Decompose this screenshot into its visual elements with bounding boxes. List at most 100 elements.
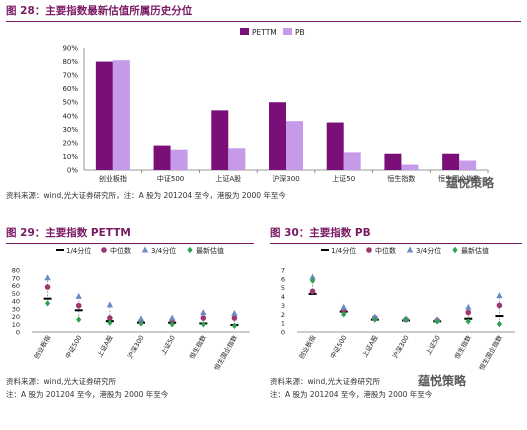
pb-point-1-5 — [465, 309, 472, 316]
legend-marker-2 — [141, 246, 149, 253]
fig29-title: 图 29：主要指数 PETTM — [6, 227, 131, 239]
x-tick-label: 上证50 — [332, 174, 355, 183]
x-tick-label: 创业板指 — [99, 174, 127, 183]
y-tick-label: 6 — [281, 275, 285, 283]
pettm-point-1-5 — [200, 315, 207, 321]
legend-marker-1 — [101, 247, 107, 253]
watermark-1: 蕴悦策略 — [446, 176, 495, 190]
fig28-source: 资料来源：wind,光大证券研究所，注：A 股为 201204 至今，港股为 2… — [6, 191, 286, 200]
legend-label-1: 中位数 — [375, 246, 396, 255]
pettm-point-1-6 — [231, 315, 238, 321]
x-tick-label: 上证A股 — [360, 333, 380, 359]
pettm-point-1-0 — [44, 284, 51, 290]
y-tick-label: 20 — [12, 313, 20, 321]
x-tick-label: 恒生国企指数 — [438, 174, 480, 183]
pb-point-3-1 — [341, 311, 347, 318]
pb-point-3-5 — [465, 318, 471, 325]
legend-label-0: 1/4分位 — [331, 246, 356, 255]
y-tick-label: 80 — [12, 267, 20, 275]
y-tick-label: 2 — [281, 311, 285, 319]
legend-marker-3 — [187, 246, 193, 254]
x-tick-label: 沪深300 — [272, 174, 299, 183]
y-tick-label: 5 — [281, 284, 285, 292]
bar-pettm-2 — [211, 110, 229, 170]
bar-pb-2 — [228, 148, 246, 170]
pb-point-0-6 — [495, 315, 504, 318]
pb-point-2-6 — [496, 292, 503, 299]
bar-pettm-6 — [442, 153, 460, 170]
legend-label-0: 1/4分位 — [66, 246, 91, 255]
pettm-point-2-3 — [137, 315, 145, 322]
x-tick-label: 上证A股 — [215, 174, 241, 183]
y-tick-label: 10% — [62, 153, 78, 161]
y-tick-label: 0 — [16, 329, 20, 337]
legend-marker-0 — [56, 249, 64, 251]
legend-label-1: 中位数 — [110, 246, 131, 255]
pettm-point-3-3 — [138, 320, 144, 327]
pb-point-2-0 — [309, 273, 316, 280]
legend-label-3: 最新估值 — [196, 246, 224, 255]
fig28-title: 图 28：主要指数最新估值所属历史分位 — [6, 5, 193, 17]
pettm-point-2-2 — [106, 301, 114, 308]
pettm-point-2-6 — [231, 309, 238, 316]
x-tick-label: 恒生国企指数 — [477, 333, 505, 372]
legend-marker-1 — [366, 247, 372, 253]
x-tick-label: 上证50 — [158, 334, 176, 357]
pettm-point-3-5 — [200, 321, 206, 328]
y-tick-label: 50% — [62, 99, 78, 107]
y-tick-label: 30% — [62, 126, 78, 134]
bar-pettm-5 — [384, 153, 402, 170]
y-tick-label: 0 — [281, 329, 285, 337]
pettm-point-3-2 — [107, 319, 113, 326]
legend-label-3: 最新估值 — [461, 246, 489, 255]
legend-marker-2 — [406, 246, 414, 253]
pb-point-2-1 — [340, 303, 347, 310]
pettm-point-0-0 — [43, 297, 52, 300]
fig28-bar-chart: PETTM PB 0% 10% 20% 30% 40% 50% 60% 70% 80% 90% 创业板指… — [62, 28, 489, 183]
fig29-source-line2: 注：A 股为 201204 至今，港股为 2000 年至今 — [6, 390, 169, 399]
bar-pb-5 — [401, 164, 419, 170]
pettm-point-1-1 — [75, 302, 82, 309]
pettm-point-2-0 — [44, 274, 51, 281]
x-tick-label: 上证50 — [423, 334, 441, 357]
fig30-source-line2: 注：A 股为 201204 至今，港股为 2000 年至今 — [270, 390, 433, 399]
pb-point-3-6 — [496, 320, 503, 328]
bar-pb-3 — [286, 121, 303, 170]
y-tick-label: 60 — [12, 282, 20, 290]
pb-point-1-0 — [309, 288, 316, 295]
y-tick-label: 70 — [12, 274, 20, 282]
bar-pettm-0 — [95, 61, 113, 170]
x-tick-label: 上证A股 — [95, 333, 115, 359]
y-tick-label: 4 — [281, 293, 285, 301]
legend-swatch-pb — [283, 28, 292, 35]
pettm-point-3-6 — [231, 322, 238, 329]
y-tick-label: 40% — [62, 112, 78, 120]
legend-marker-0 — [321, 249, 329, 251]
x-tick-label: 沪深300 — [125, 334, 146, 361]
legend-swatch-pettm — [240, 28, 249, 35]
pettm-point-3-1 — [76, 316, 82, 323]
legend-label-pettm: PETTM — [252, 28, 277, 37]
x-tick-label: 中证500 — [157, 174, 184, 183]
x-tick-label: 沪深300 — [390, 334, 411, 361]
pb-point-1-6 — [496, 302, 503, 309]
x-tick-label: 创业板指 — [297, 333, 318, 360]
pettm-point-2-5 — [200, 309, 207, 316]
pb-point-2-5 — [465, 303, 472, 310]
legend-label-2: 3/4分位 — [151, 246, 176, 255]
y-tick-label: 80% — [62, 58, 78, 66]
fig30-source-line1: 资料来源：wind,光大证券研究所 — [270, 377, 381, 386]
pettm-point-2-1 — [75, 292, 82, 299]
y-tick-label: 70% — [62, 72, 78, 80]
y-tick-label: 0% — [67, 167, 78, 175]
y-tick-label: 90% — [62, 45, 78, 53]
x-tick-label: 恒生指数 — [452, 333, 473, 360]
y-tick-label: 7 — [281, 267, 285, 275]
y-tick-label: 3 — [281, 302, 285, 310]
x-tick-label: 中证500 — [63, 334, 84, 361]
fig28-title-rule — [6, 21, 521, 22]
legend-marker-3 — [452, 246, 458, 254]
pettm-point-1-2 — [107, 315, 113, 321]
pettm-point-0-1 — [74, 309, 83, 312]
